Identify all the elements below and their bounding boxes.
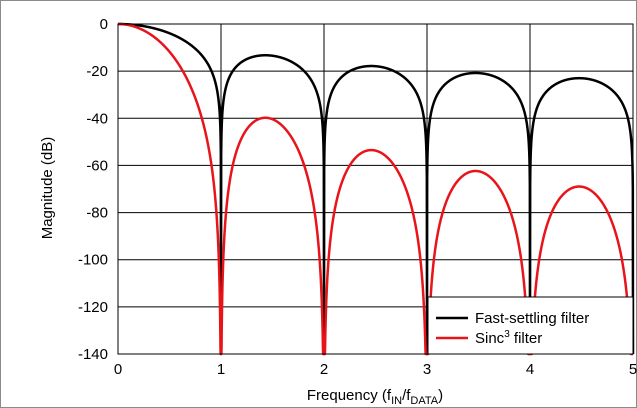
x-tick-label: 5 bbox=[629, 361, 637, 378]
tick-labels: 0 1 2 3 4 5 0 -20 -40 -60 -80 -100 -120 -140 bbox=[78, 16, 637, 378]
x-tick-label: 0 bbox=[114, 361, 122, 378]
x-tick-label: 3 bbox=[423, 361, 431, 378]
x-axis-label: Frequency (fIN/fDATA) bbox=[307, 387, 443, 407]
y-tick-label: -40 bbox=[86, 110, 108, 127]
x-axis-label-suffix: ) bbox=[438, 387, 443, 404]
legend: Fast-settling filter Sinc3 filter bbox=[427, 296, 634, 355]
x-axis-label-sub-in: IN bbox=[391, 395, 402, 407]
x-tick-label: 1 bbox=[217, 361, 225, 378]
x-tick-label: 4 bbox=[526, 361, 534, 378]
y-tick-label: -120 bbox=[78, 299, 108, 316]
series-fast-settling-line bbox=[116, 22, 635, 356]
y-tick-label: 0 bbox=[100, 16, 108, 33]
legend-label-sinc3: Sinc3 filter bbox=[475, 329, 542, 347]
x-axis-label-prefix: Frequency (f bbox=[307, 387, 392, 404]
x-axis-label-mid: /f bbox=[402, 387, 411, 404]
series-layer bbox=[116, 22, 635, 356]
x-tick-label: 2 bbox=[320, 361, 328, 378]
y-tick-label: -20 bbox=[86, 63, 108, 80]
y-tick-label: -140 bbox=[78, 346, 108, 363]
plot-area-border bbox=[117, 23, 634, 355]
y-tick-label: -60 bbox=[86, 157, 108, 174]
y-axis-label: Magnitude (dB) bbox=[39, 137, 56, 240]
y-tick-label: -100 bbox=[78, 252, 108, 269]
y-tick-label: -80 bbox=[86, 205, 108, 222]
x-axis-label-sub-data: DATA bbox=[410, 395, 438, 407]
legend-box bbox=[427, 296, 634, 355]
series-sinc3-line bbox=[116, 22, 635, 356]
legend-label-fast-settling: Fast-settling filter bbox=[475, 310, 589, 327]
